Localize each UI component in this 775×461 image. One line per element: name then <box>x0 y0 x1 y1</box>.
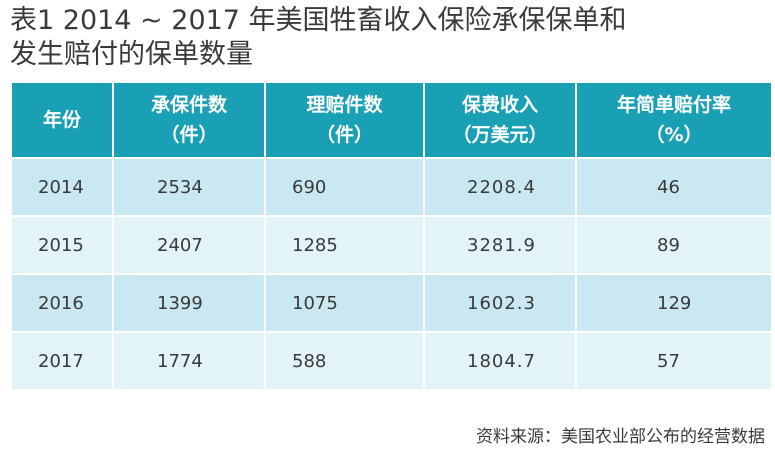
cell-claims: 1285 <box>266 217 423 273</box>
cell-loss-ratio: 57 <box>577 333 771 389</box>
cell-loss-ratio: 46 <box>577 159 771 215</box>
cell-premium: 1602.3 <box>425 275 575 331</box>
cell-year: 2014 <box>12 159 112 215</box>
header-row: 年份 承保件数 （件） 理赔件数 （件） 保费收入 （万美元） 年简单赔付率 （… <box>12 83 771 157</box>
cell-claims: 588 <box>266 333 423 389</box>
header-loss-ratio: 年简单赔付率 （%） <box>577 83 771 157</box>
table-title: 表1 2014 ~ 2017 年美国牲畜收入保险承保保单和 发生赔付的保单数量 <box>10 4 770 72</box>
cell-year: 2016 <box>12 275 112 331</box>
header-policies: 承保件数 （件） <box>114 83 264 157</box>
cell-loss-ratio: 129 <box>577 275 771 331</box>
source-note: 资料来源：美国农业部公布的经营数据 <box>476 427 765 447</box>
header-claims: 理赔件数 （件） <box>266 83 423 157</box>
cell-policies: 2407 <box>114 217 264 273</box>
cell-premium: 3281.9 <box>425 217 575 273</box>
header-premium: 保费收入 （万美元） <box>425 83 575 157</box>
cell-year: 2017 <box>12 333 112 389</box>
cell-year: 2015 <box>12 217 112 273</box>
title-line-2: 发生赔付的保单数量 <box>10 39 253 70</box>
table-row: 2017 1774 588 1804.7 57 <box>12 333 771 389</box>
cell-claims: 690 <box>266 159 423 215</box>
table-row: 2015 2407 1285 3281.9 89 <box>12 217 771 273</box>
cell-policies: 1774 <box>114 333 264 389</box>
cell-policies: 1399 <box>114 275 264 331</box>
title-line-1: 表1 2014 ~ 2017 年美国牲畜收入保险承保保单和 <box>10 5 627 36</box>
cell-premium: 2208.4 <box>425 159 575 215</box>
cell-premium: 1804.7 <box>425 333 575 389</box>
table-row: 2014 2534 690 2208.4 46 <box>12 159 771 215</box>
table-row: 2016 1399 1075 1602.3 129 <box>12 275 771 331</box>
cell-policies: 2534 <box>114 159 264 215</box>
cell-loss-ratio: 89 <box>577 217 771 273</box>
insurance-table: 年份 承保件数 （件） 理赔件数 （件） 保费收入 （万美元） 年简单赔付率 （… <box>10 81 773 391</box>
header-year: 年份 <box>12 83 112 157</box>
cell-claims: 1075 <box>266 275 423 331</box>
